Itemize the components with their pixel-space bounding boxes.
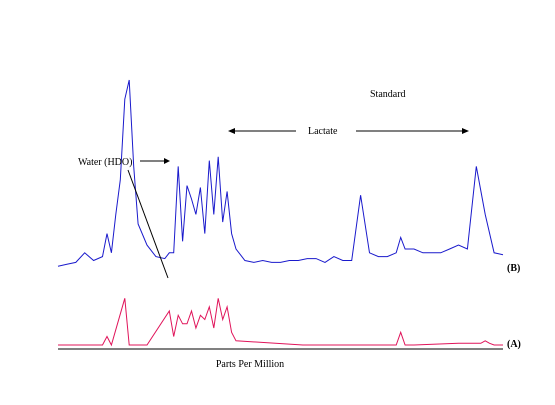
lactate-arrow-left-head — [228, 128, 235, 134]
water-label: Water (HDO) — [78, 157, 132, 168]
spectra-traces — [57, 79, 504, 347]
series-a-label: (A) — [507, 339, 521, 350]
series-line-a — [58, 298, 503, 347]
water-pointer-line — [127, 169, 169, 279]
water-arrow-head — [164, 158, 170, 164]
standard-label: Standard — [370, 89, 406, 100]
x-axis-label: Parts Per Million — [216, 359, 284, 370]
series-line-b — [57, 79, 504, 267]
lactate-label: Lactate — [308, 126, 338, 137]
lactate-arrow-right-head — [462, 128, 469, 134]
series-b-label: (B) — [507, 263, 520, 274]
